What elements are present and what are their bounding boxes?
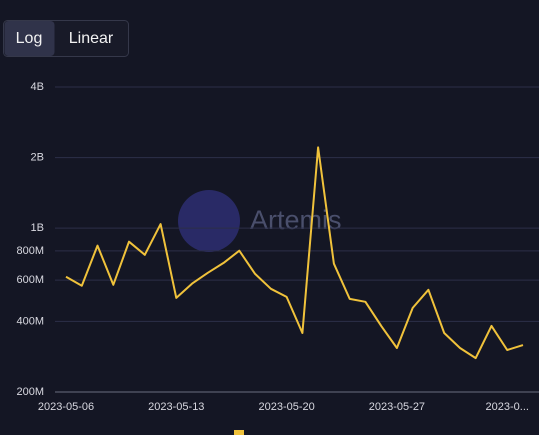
scale-button-active[interactable] [4, 21, 55, 56]
y-tick-label: 2B [31, 151, 44, 163]
legend-swatch [234, 430, 244, 435]
y-tick-label: 4B [31, 81, 44, 93]
x-tick-label: 2023-0... [486, 401, 529, 413]
y-tick-label: 400M [16, 315, 44, 327]
scale-button[interactable]: Log [16, 30, 43, 47]
x-tick-label: 2023-05-20 [258, 401, 314, 413]
y-tick-label: 1B [31, 222, 44, 234]
y-tick-label: 200M [16, 386, 44, 398]
x-tick-label: 2023-05-27 [369, 401, 425, 413]
scale-button[interactable]: Linear [69, 30, 114, 47]
series-line [65, 146, 524, 360]
x-tick-label: 2023-05-13 [148, 401, 204, 413]
y-tick-label: 800M [16, 245, 44, 257]
x-tick-label: 2023-05-06 [38, 401, 94, 413]
y-tick-label: 600M [16, 274, 44, 286]
watermark-logo [178, 190, 240, 252]
